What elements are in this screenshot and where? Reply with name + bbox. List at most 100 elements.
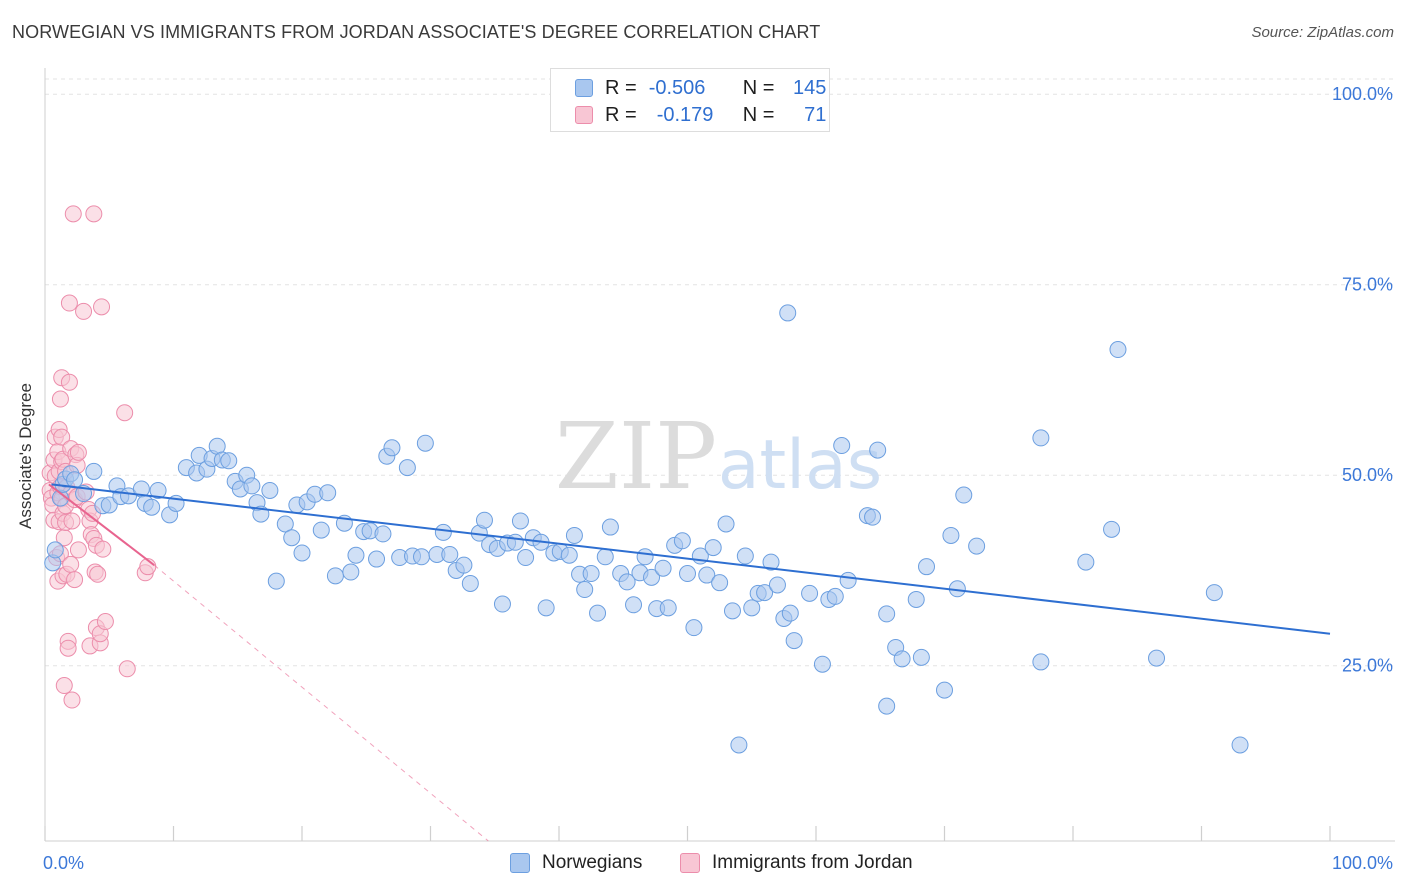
- data-point-norwegian: [413, 548, 431, 566]
- data-point-norwegian: [267, 572, 285, 590]
- data-point-jordan: [75, 302, 93, 320]
- data-point-norwegian: [276, 515, 294, 533]
- watermark: ZIP atlas: [555, 403, 882, 510]
- legend-r-value: -0.179: [656, 103, 714, 126]
- data-point-norwegian: [833, 437, 851, 455]
- data-point-norwegian: [312, 521, 330, 539]
- legend-row-jordan: R = -0.179 N = 71: [575, 104, 826, 126]
- data-point-norwegian: [374, 525, 392, 543]
- series-norwegians: [44, 304, 1249, 754]
- data-point-norwegian: [1205, 584, 1223, 602]
- data-point-norwegian: [537, 599, 555, 617]
- y-tick-label: 25.0%: [1342, 656, 1393, 676]
- data-point-norwegian: [1032, 653, 1050, 671]
- data-point-jordan: [85, 205, 103, 223]
- x-tick-label: 0.0%: [43, 853, 84, 873]
- legend-n-value: 71: [804, 103, 827, 126]
- y-tick-label: 100.0%: [1332, 84, 1393, 104]
- data-point-norwegian: [434, 523, 452, 541]
- legend-swatch-pink: [575, 106, 593, 124]
- data-point-norwegian: [826, 587, 844, 605]
- data-point-jordan: [59, 639, 77, 657]
- tick-labels: 25.0% 50.0% 75.0% 100.0% 0.0% 100.0%: [43, 84, 1393, 873]
- data-point-jordan: [63, 691, 81, 709]
- data-point-norwegian: [100, 496, 118, 514]
- data-point-norwegian: [319, 484, 337, 502]
- data-point-norwegian: [698, 566, 716, 584]
- watermark-atlas: atlas: [718, 426, 882, 505]
- data-point-norwegian: [220, 452, 238, 470]
- data-point-norwegian: [601, 518, 619, 536]
- data-point-norwegian: [762, 553, 780, 571]
- x-tick-label: 100.0%: [1332, 853, 1393, 873]
- data-point-norwegian: [589, 604, 607, 622]
- data-point-norwegian: [66, 471, 84, 489]
- data-point-norwegian: [416, 434, 434, 452]
- data-point-norwegian: [636, 548, 654, 566]
- data-point-jordan: [53, 428, 71, 446]
- data-point-norwegian: [582, 565, 600, 583]
- data-point-norwegian: [659, 599, 677, 617]
- data-point-norwegian: [243, 477, 261, 495]
- y-axis-label: Associate's Degree: [16, 383, 35, 529]
- chart-title: NORWEGIAN VS IMMIGRANTS FROM JORDAN ASSO…: [12, 22, 821, 42]
- data-point-norwegian: [936, 681, 953, 699]
- y-tick-label: 75.0%: [1342, 275, 1393, 295]
- data-point-norwegian: [654, 559, 672, 577]
- bottom-legend-jordan: Immigrants from Jordan: [680, 852, 913, 874]
- trendline-jordan-extension: [153, 564, 489, 842]
- data-point-jordan: [64, 205, 82, 223]
- data-point-norwegian: [723, 602, 741, 620]
- data-point-norwegian: [398, 459, 416, 477]
- data-point-norwegian: [730, 736, 748, 754]
- data-point-norwegian: [506, 533, 524, 551]
- data-point-norwegian: [347, 546, 365, 564]
- data-point-norwegian: [283, 529, 301, 547]
- legend-n-value: 145: [793, 76, 827, 99]
- data-point-norwegian: [383, 439, 401, 457]
- data-point-norwegian: [1077, 553, 1095, 571]
- data-point-norwegian: [461, 574, 479, 592]
- data-point-jordan: [51, 390, 69, 408]
- data-point-norwegian: [368, 550, 386, 568]
- data-point-norwegian: [643, 568, 661, 586]
- data-point-norwegian: [955, 486, 973, 504]
- data-point-jordan: [96, 613, 114, 631]
- data-point-jordan: [60, 373, 78, 391]
- series-jordan: [41, 205, 157, 709]
- data-point-norwegian: [493, 595, 511, 613]
- data-point-norwegian: [679, 565, 696, 583]
- data-point-norwegian: [625, 596, 643, 614]
- data-point-norwegian: [864, 508, 882, 526]
- data-point-norwegian: [839, 571, 857, 589]
- data-point-norwegian: [342, 563, 360, 581]
- bottom-legend-norwegians: Norwegians: [510, 852, 642, 874]
- axes: [44, 68, 1395, 842]
- data-point-norwegian: [878, 697, 896, 715]
- data-point-jordan: [62, 555, 80, 573]
- legend-r-value: -0.506: [648, 76, 706, 99]
- data-point-norwegian: [1109, 341, 1127, 359]
- data-point-norwegian: [704, 539, 722, 557]
- data-point-norwegian: [736, 547, 754, 565]
- data-point-norwegian: [261, 481, 279, 499]
- data-point-norwegian: [801, 584, 819, 602]
- data-point-norwegian: [576, 581, 594, 599]
- data-point-norwegian: [511, 512, 529, 530]
- data-point-norwegian: [293, 544, 311, 562]
- data-point-jordan: [69, 443, 87, 461]
- data-point-norwegian: [785, 632, 803, 650]
- data-point-norwegian: [781, 604, 799, 622]
- legend-r-label: R =: [605, 103, 637, 126]
- bottom-legend-label: Norwegians: [542, 852, 643, 873]
- data-point-norwegian: [717, 515, 735, 533]
- data-point-norwegian: [779, 304, 797, 322]
- bottom-legend-swatch-blue: [510, 853, 530, 873]
- legend-r-label: R =: [605, 76, 637, 99]
- trendline-jordan: [48, 483, 155, 566]
- data-point-norwegian: [1148, 649, 1166, 667]
- data-point-norwegian: [756, 584, 774, 602]
- legend-n-label: N =: [742, 76, 775, 99]
- data-point-norwegian: [455, 556, 473, 574]
